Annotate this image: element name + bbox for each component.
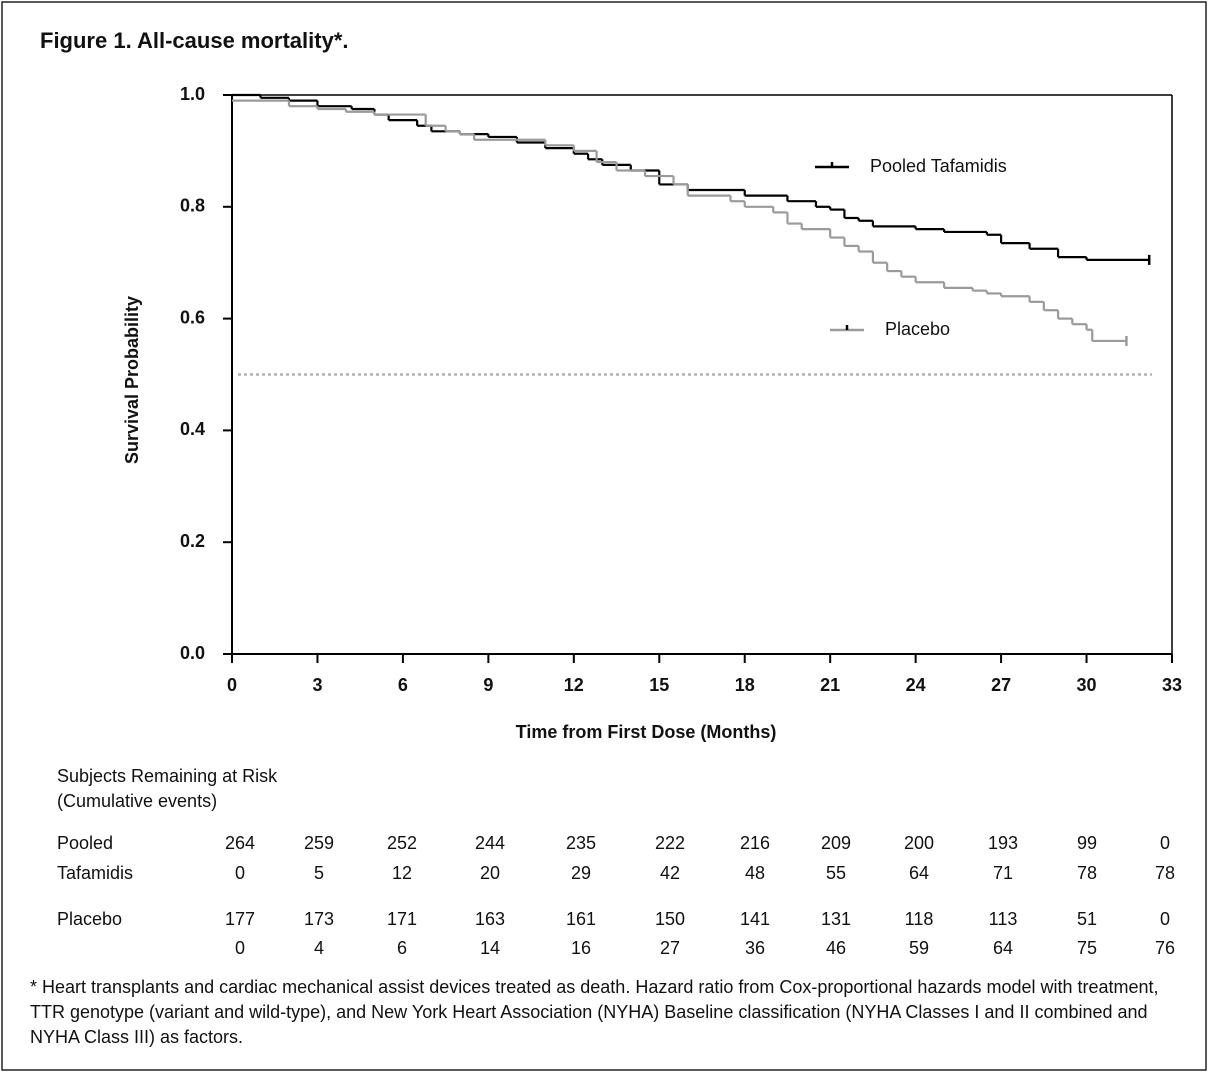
risk-cell: 177	[225, 909, 255, 929]
risk-cell: 20	[480, 863, 500, 883]
risk-cell: 76	[1155, 938, 1175, 958]
risk-cell: 46	[826, 938, 846, 958]
risk-cell: 55	[826, 863, 846, 883]
risk-cell: 42	[660, 863, 680, 883]
risk-cell: 27	[660, 938, 680, 958]
x-tick-label: 15	[649, 675, 669, 695]
y-axis-label: Survival Probability	[122, 296, 142, 464]
y-tick-label: 0.6	[180, 307, 205, 327]
y-tick-label: 0.8	[180, 196, 205, 216]
risk-cell: 259	[304, 833, 334, 853]
risk-row-label: Tafamidis	[57, 863, 133, 883]
risk-cell: 252	[387, 833, 417, 853]
risk-cell: 235	[566, 833, 596, 853]
x-tick-label: 3	[312, 675, 322, 695]
y-tick-label: 0.0	[180, 643, 205, 663]
risk-cell: 36	[745, 938, 765, 958]
risk-cell: 193	[988, 833, 1018, 853]
risk-cell: 48	[745, 863, 765, 883]
km-curve	[232, 99, 1128, 346]
x-tick-label: 0	[227, 675, 237, 695]
x-tick-label: 12	[564, 675, 584, 695]
risk-cell: 171	[387, 909, 417, 929]
x-tick-label: 9	[483, 675, 493, 695]
risk-cell: 14	[480, 938, 500, 958]
risk-cell: 4	[314, 938, 324, 958]
risk-row-label: Pooled	[57, 833, 113, 853]
risk-cell: 264	[225, 833, 255, 853]
risk-cell: 0	[1160, 833, 1170, 853]
risk-cell: 0	[1160, 909, 1170, 929]
x-tick-label: 24	[906, 675, 926, 695]
y-tick-label: 0.4	[180, 419, 205, 439]
x-tick-label: 30	[1077, 675, 1097, 695]
risk-table-title: Subjects Remaining at Risk	[57, 766, 278, 786]
risk-cell: 75	[1077, 938, 1097, 958]
risk-cell: 59	[909, 938, 929, 958]
chart-title: Figure 1. All-cause mortality*.	[40, 28, 349, 53]
risk-cell: 209	[821, 833, 851, 853]
risk-cell: 113	[989, 909, 1018, 929]
legend-label: Pooled Tafamidis	[870, 156, 1007, 176]
risk-cell: 173	[304, 909, 334, 929]
risk-cell: 29	[571, 863, 591, 883]
risk-cell: 150	[655, 909, 685, 929]
risk-row-label: Placebo	[57, 909, 122, 929]
risk-cell: 5	[314, 863, 324, 883]
y-tick-label: 1.0	[180, 84, 205, 104]
x-tick-label: 6	[398, 675, 408, 695]
risk-cell: 200	[904, 833, 934, 853]
legend-label: Placebo	[885, 319, 950, 339]
footnote: * Heart transplants and cardiac mechanic…	[30, 977, 1159, 1047]
risk-cell: 141	[740, 909, 770, 929]
risk-cell: 16	[571, 938, 591, 958]
risk-table-title: (Cumulative events)	[57, 791, 217, 811]
x-axis-label: Time from First Dose (Months)	[516, 722, 777, 742]
risk-cell: 64	[993, 938, 1013, 958]
x-tick-label: 27	[991, 675, 1011, 695]
risk-cell: 71	[993, 863, 1013, 883]
risk-cell: 78	[1155, 863, 1175, 883]
risk-cell: 6	[397, 938, 407, 958]
risk-cell: 161	[566, 909, 596, 929]
risk-cell: 222	[655, 833, 685, 853]
x-tick-label: 33	[1162, 675, 1182, 695]
risk-cell: 0	[235, 938, 245, 958]
risk-cell: 131	[821, 909, 851, 929]
risk-cell: 99	[1077, 833, 1097, 853]
risk-cell: 163	[475, 909, 505, 929]
y-tick-label: 0.2	[180, 531, 205, 551]
risk-cell: 244	[475, 833, 505, 853]
risk-cell: 64	[909, 863, 929, 883]
risk-cell: 118	[905, 909, 934, 929]
risk-cell: 51	[1077, 909, 1097, 929]
x-tick-label: 18	[735, 675, 755, 695]
risk-cell: 216	[740, 833, 770, 853]
risk-cell: 12	[392, 863, 412, 883]
x-tick-label: 21	[820, 675, 840, 695]
risk-cell: 0	[235, 863, 245, 883]
km-curve	[232, 93, 1151, 265]
risk-cell: 78	[1077, 863, 1097, 883]
